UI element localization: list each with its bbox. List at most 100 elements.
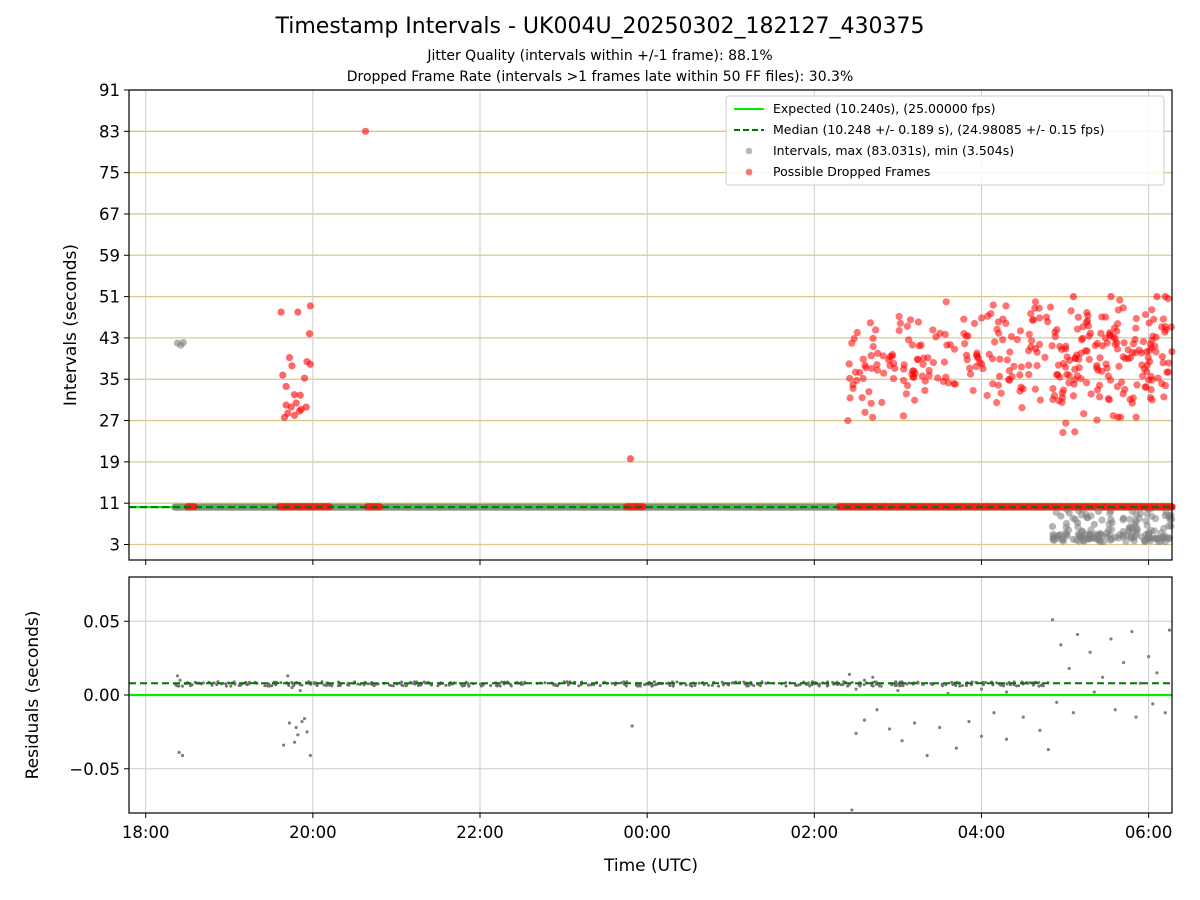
dropped-frame-point: [869, 413, 877, 421]
interval-point: [1094, 532, 1102, 540]
dropped-frame-point: [1148, 396, 1156, 404]
residual-point: [1040, 684, 1044, 688]
residual-point: [1121, 660, 1126, 665]
dropped-frame-point: [1161, 381, 1170, 390]
dropped-frame-point: [1132, 413, 1140, 421]
intervals-y-tick-label: 11: [99, 494, 120, 513]
residual-point: [958, 684, 962, 688]
dropped-frame-point: [963, 356, 971, 364]
dropped-frame-point: [917, 341, 925, 349]
dropped-frame-point: [924, 354, 932, 362]
dropped-frame-point: [995, 329, 1003, 337]
x-tick-label: 20:00: [289, 823, 337, 842]
dropped-frame-point: [302, 403, 310, 411]
interval-point: [1141, 536, 1149, 544]
residual-point: [312, 681, 316, 685]
dropped-frame-point: [940, 358, 949, 366]
residual-point: [300, 683, 304, 687]
dropped-frame-point: [1073, 325, 1082, 333]
residual-point: [858, 684, 862, 688]
dropped-frame-point: [984, 312, 992, 320]
interval-point: [1082, 510, 1090, 519]
dropped-frame-point: [1129, 340, 1137, 348]
residual-point: [850, 808, 854, 812]
residual-point: [846, 684, 850, 688]
dropped-frame-point: [1069, 392, 1078, 400]
interval-point: [1144, 530, 1153, 538]
dropped-frame-point: [294, 308, 302, 316]
dropped-frame-point: [1033, 362, 1041, 370]
residual-point: [938, 725, 942, 730]
interval-point: [1164, 522, 1173, 530]
residual-point: [854, 687, 858, 691]
dropped-frame-point: [970, 319, 979, 328]
dropped-frame-point: [1085, 355, 1093, 364]
dropped-frame-point: [1077, 375, 1085, 383]
dropped-frame-point: [1126, 395, 1134, 403]
residual-point: [693, 683, 697, 687]
x-tick-label: 18:00: [122, 823, 170, 842]
dropped-frame-point: [290, 411, 299, 419]
dropped-frame-point: [1102, 360, 1110, 368]
x-axis-label: Time (UTC): [603, 856, 698, 876]
dropped-frame-point: [1093, 416, 1101, 424]
residual-point: [979, 687, 984, 691]
dropped-frame-point: [626, 455, 635, 463]
residual-point: [887, 727, 892, 731]
dropped-frame-point: [1091, 341, 1099, 350]
dropped-frame-point: [969, 386, 977, 395]
residual-point: [176, 684, 180, 688]
residual-point: [212, 681, 216, 685]
interval-point: [1130, 537, 1138, 545]
dropped-frame-point: [886, 361, 894, 370]
dropped-frame-point: [1008, 373, 1016, 381]
dropped-frame-point: [895, 312, 903, 321]
residual-point: [444, 683, 448, 687]
intervals-y-axis-label: Intervals (seconds): [61, 244, 81, 406]
residual-point: [356, 682, 360, 686]
interval-point: [1048, 522, 1057, 531]
dropped-frame-point: [994, 381, 1003, 389]
dropped-frame-point: [851, 368, 860, 376]
residual-point: [436, 684, 440, 688]
dropped-frame-point: [1116, 413, 1125, 421]
dropped-frame-point: [910, 367, 918, 375]
dropped-frame-point: [1113, 327, 1121, 335]
residual-point: [480, 684, 484, 688]
residual-point: [1071, 711, 1075, 715]
dropped-frame-point: [865, 388, 873, 396]
dropped-frame-point: [859, 355, 867, 363]
residual-point: [967, 719, 971, 724]
residual-point: [638, 684, 642, 688]
x-tick-label: 02:00: [791, 823, 839, 842]
dropped-frame-point: [899, 376, 908, 385]
intervals-y-tick-label: 83: [99, 122, 120, 141]
residual-point: [707, 683, 711, 687]
interval-point: [1057, 512, 1065, 520]
dropped-frame-point: [1114, 306, 1122, 314]
dropped-frame-point: [279, 371, 287, 379]
dropped-frame-point: [995, 372, 1004, 380]
dropped-frame-point: [1053, 326, 1061, 334]
dropped-frame-point: [1056, 373, 1064, 381]
residual-point: [372, 684, 376, 688]
residual-point: [841, 683, 845, 687]
dropped-frame-point: [1160, 393, 1168, 401]
dropped-frame-point: [939, 377, 947, 386]
interval-point: [1126, 515, 1134, 523]
residual-point: [338, 684, 342, 688]
dropped-frame-point: [908, 341, 917, 349]
residual-point: [1005, 682, 1009, 686]
dropped-frame-point: [1124, 355, 1132, 363]
residual-point: [619, 681, 623, 685]
residual-point: [1059, 643, 1063, 647]
residual-point: [794, 683, 798, 687]
dropped-frame-point: [1025, 370, 1033, 379]
residual-point: [552, 683, 556, 687]
dropped-frame-point: [1005, 367, 1013, 375]
residual-point: [400, 680, 404, 684]
dropped-frame-point: [1007, 332, 1016, 341]
dropped-frame-point: [1050, 391, 1059, 400]
dropped-frame-point: [976, 358, 984, 366]
dropped-frame-point: [879, 352, 887, 360]
